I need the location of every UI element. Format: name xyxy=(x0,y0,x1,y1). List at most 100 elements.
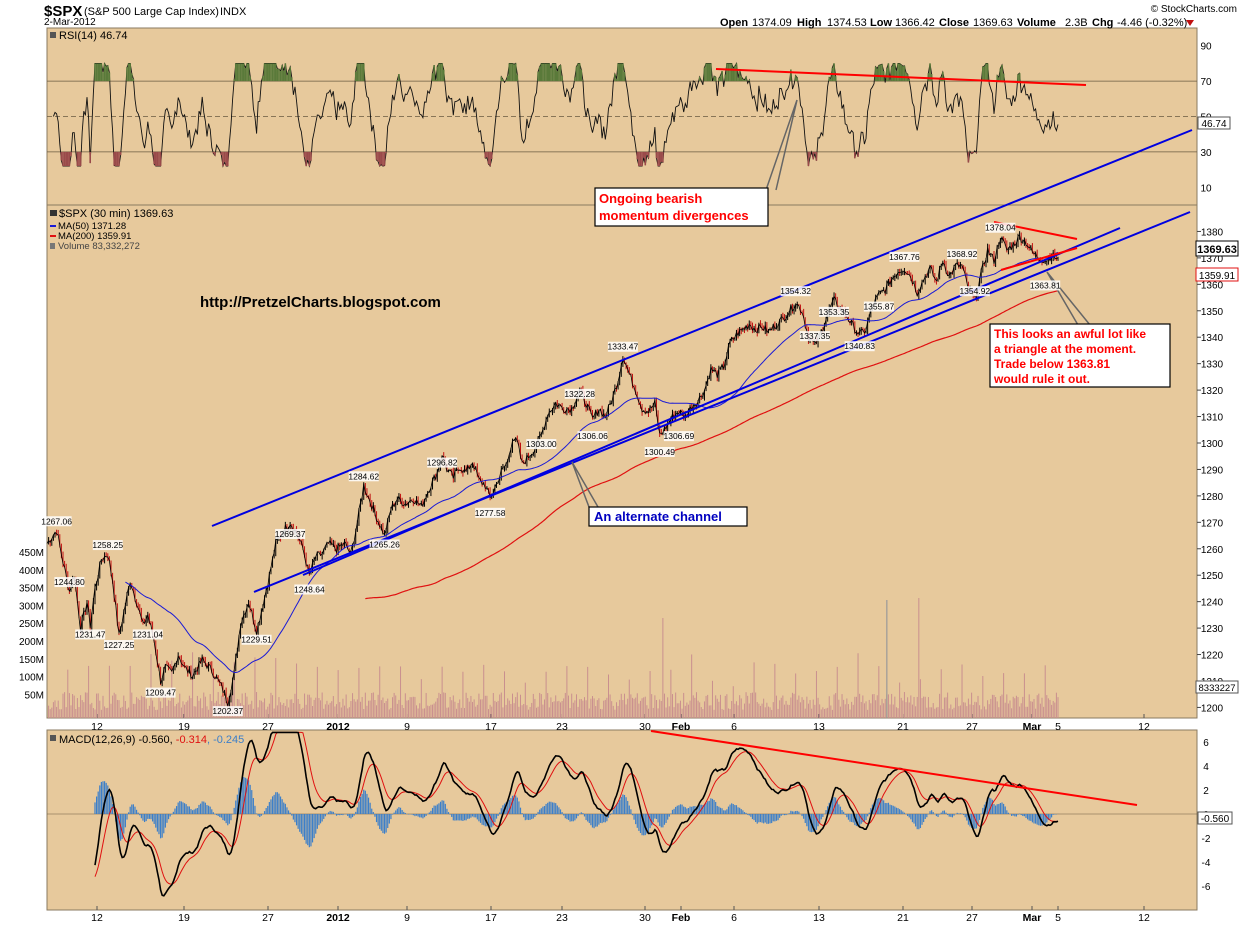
volume-current-box: 8333227 xyxy=(1195,680,1239,694)
price-label: 1209.47 xyxy=(145,688,176,698)
price-x-label: 27 xyxy=(262,721,274,733)
bearish-note-box xyxy=(594,187,769,227)
volume-axis-label: 150M xyxy=(19,655,44,666)
rsi-panel xyxy=(46,27,1198,206)
price-axis-label: 1230 xyxy=(1201,624,1224,635)
macd-x-label: Mar xyxy=(1023,912,1042,924)
macd-x-label: Feb xyxy=(672,912,691,924)
price-label-bg xyxy=(799,331,830,342)
volume-axis-label: 400M xyxy=(19,566,44,577)
price-x-label: 9 xyxy=(404,721,410,733)
macd-x-label: 13 xyxy=(813,912,825,924)
price-label: 1277.58 xyxy=(475,508,506,518)
volume-axis-label: 250M xyxy=(19,619,44,630)
macd-x-label: 9 xyxy=(404,912,410,924)
price-axis-label: 1300 xyxy=(1201,439,1224,450)
ma200-current-text: 1359.91 xyxy=(1199,271,1236,282)
price-label-bg xyxy=(644,446,675,457)
price-label: 1354.32 xyxy=(780,286,811,296)
high-value: 1374.53 xyxy=(827,17,867,29)
price-label-bg xyxy=(348,471,379,482)
price-label: 1269.37 xyxy=(275,529,306,539)
price-legend-title: $SPX (30 min) 1369.63 xyxy=(59,208,173,220)
price-label: 1229.51 xyxy=(241,635,272,645)
price-label-bg xyxy=(985,222,1016,233)
ma50-legend-text: MA(50) 1371.28 xyxy=(58,221,126,232)
ma200-line xyxy=(365,290,1059,600)
high-label: High xyxy=(797,17,822,29)
macd-axis-label: 2 xyxy=(1203,786,1209,797)
triangle-note-box xyxy=(989,323,1171,388)
price-label-bg xyxy=(75,629,106,640)
volume-axis-label: 450M xyxy=(19,548,44,559)
price-axis-label: 1350 xyxy=(1201,307,1224,318)
channel-note-text: An alternate channel xyxy=(594,509,722,524)
price-axis-label: 1320 xyxy=(1201,386,1224,397)
price-axis-label: 1290 xyxy=(1201,465,1224,476)
bearish-divergence-note: Ongoing bearish momentum divergences xyxy=(594,187,769,227)
price-label-bg xyxy=(212,706,243,717)
price-x-label: 6 xyxy=(731,721,737,733)
open-label: Open xyxy=(720,17,748,29)
rsi-axis-label: 10 xyxy=(1200,183,1212,194)
price-label: 1284.62 xyxy=(348,471,379,481)
price-label-bg xyxy=(475,507,506,518)
triangle-note-line2: a triangle at the moment. xyxy=(994,342,1136,356)
volume-legend-swatch xyxy=(50,243,55,249)
price-label: 1300.49 xyxy=(644,447,675,457)
price-current-text: 1369.63 xyxy=(1197,244,1237,256)
channel-note-pointer xyxy=(571,461,599,508)
macd-legend-main: MACD(12,26,9) -0.560, xyxy=(59,734,176,746)
bearish-note-line2: momentum divergences xyxy=(599,208,749,223)
price-label-bg xyxy=(780,286,811,297)
price-label: 1258.25 xyxy=(92,540,123,550)
open-value: 1374.09 xyxy=(752,17,792,29)
volume-axis-label: 350M xyxy=(19,584,44,595)
price-label: 1303.00 xyxy=(526,439,557,449)
macd-axis-label: -4 xyxy=(1202,858,1211,869)
price-axis-label: 1360 xyxy=(1201,280,1224,291)
price-label: 1296.82 xyxy=(427,458,458,468)
price-x-label: 5 xyxy=(1055,721,1061,733)
price-label: 1333.47 xyxy=(608,342,639,352)
price-x-label: 13 xyxy=(813,721,825,733)
low-label: Low xyxy=(870,17,892,29)
macd-x-label: 19 xyxy=(178,912,190,924)
macd-current-rect xyxy=(1197,811,1233,825)
price-axis-label: 1200 xyxy=(1201,703,1224,714)
macd-axis-label: 6 xyxy=(1203,738,1209,749)
rsi-axis-label: 70 xyxy=(1200,77,1212,88)
macd-x-label: 12 xyxy=(91,912,103,924)
triangle-note-line4: would rule it out. xyxy=(993,372,1090,386)
price-x-label: 30 xyxy=(639,721,651,733)
price-label: 1248.64 xyxy=(294,584,325,594)
chg-label: Chg xyxy=(1092,17,1113,29)
price-label-bg xyxy=(663,431,694,442)
low-value: 1366.42 xyxy=(895,17,935,29)
macd-panel xyxy=(46,729,1198,911)
symbol-title: $SPX xyxy=(44,3,82,20)
price-legend-marker xyxy=(50,210,57,216)
price-label: 1355.87 xyxy=(863,302,894,312)
volume-value: 2.3B xyxy=(1065,17,1088,29)
ma200-current-box: 1359.91 xyxy=(1195,267,1239,282)
macd-current-box: -0.560 xyxy=(1197,811,1233,825)
price-axis-label: 1260 xyxy=(1201,545,1224,556)
price-current-rect xyxy=(1195,240,1239,257)
price-label: 1265.26 xyxy=(369,540,400,550)
volume-current-text: 8333227 xyxy=(1199,683,1236,694)
rsi-axis-label: 90 xyxy=(1200,42,1212,53)
price-label: 1353.35 xyxy=(819,307,850,317)
macd-legend-text: MACD(12,26,9) -0.560, -0.314, -0.245 xyxy=(59,734,244,746)
price-axis-label: 1250 xyxy=(1201,571,1224,582)
close-label: Close xyxy=(939,17,969,29)
label-layer: 1267.06 1258.25 1244.80 1231.471227.251231.… xyxy=(41,222,1061,717)
price-x-label: Feb xyxy=(672,721,691,733)
macd-x-label: 30 xyxy=(639,912,651,924)
ma200-current-rect xyxy=(1195,267,1239,282)
macd-x-label: 6 xyxy=(731,912,737,924)
price-label-bg xyxy=(132,629,163,640)
triangle-note-pointer xyxy=(1046,271,1091,326)
rsi-legend-text: RSI(14) 46.74 xyxy=(59,30,127,42)
price-axis-label: 1340 xyxy=(1201,333,1224,344)
